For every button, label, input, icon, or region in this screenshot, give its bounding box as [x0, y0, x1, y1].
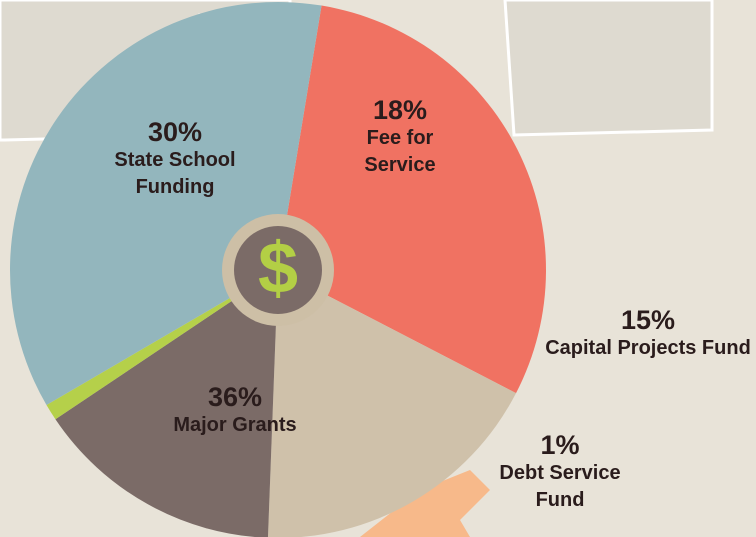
pie	[10, 1, 546, 537]
pie-slice	[46, 270, 279, 420]
hand	[360, 470, 490, 537]
slice-label: 1% Debt Service Fund	[475, 430, 645, 514]
center-disc	[234, 226, 322, 314]
center-icon: $	[257, 228, 299, 309]
category-label: State School Funding	[114, 149, 236, 198]
slice-label: 36% Major Grants	[135, 382, 335, 439]
category-label: Debt Service Fund	[499, 462, 621, 511]
pie-slice	[278, 5, 546, 394]
category-label: Major Grants	[173, 414, 297, 436]
pie-slice	[55, 270, 278, 537]
slice-label: 15% Capital Projects Fund	[543, 305, 753, 362]
pie-slice	[10, 1, 322, 406]
percent-label: 18%	[372, 95, 428, 125]
percent-label: 36%	[207, 382, 263, 412]
category-label: Fee for Service	[364, 127, 436, 176]
percent-label: 15%	[620, 305, 676, 335]
percent-label: 30%	[147, 117, 203, 147]
percent-label: 1%	[540, 430, 580, 460]
slice-label: 18% Fee for Service	[350, 95, 450, 179]
slice-label: 30% State School Funding	[90, 117, 260, 201]
category-label: Capital Projects Fund	[545, 337, 751, 359]
map-region	[503, 0, 714, 137]
pie-slice	[267, 270, 517, 537]
